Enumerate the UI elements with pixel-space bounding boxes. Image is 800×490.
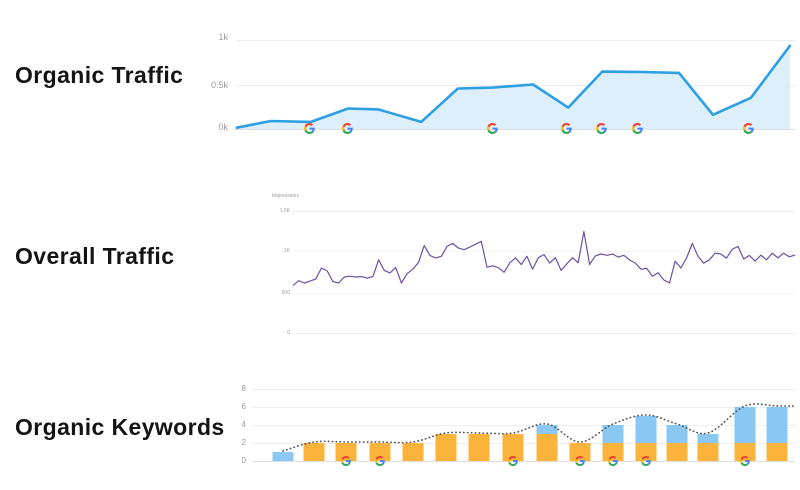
y-axis-tick: 1k bbox=[218, 32, 228, 42]
gridline bbox=[237, 40, 795, 41]
section-title-organic-keywords: Organic Keywords bbox=[15, 414, 225, 440]
keyword-bar-yellow bbox=[502, 434, 524, 461]
keyword-bars bbox=[272, 407, 788, 461]
y-axis-tick: 0.5k bbox=[210, 80, 228, 90]
axis-label-impressions: Impressions bbox=[272, 193, 299, 199]
organic-keywords-chart bbox=[272, 403, 794, 461]
keyword-bar-blue bbox=[635, 416, 657, 443]
keyword-bar-yellow bbox=[369, 443, 391, 461]
gridline bbox=[292, 251, 795, 252]
keyword-bar-yellow bbox=[569, 443, 591, 461]
google-icon bbox=[632, 123, 643, 134]
y-axis-tick: 500 bbox=[281, 290, 290, 296]
keyword-bar-yellow bbox=[468, 434, 490, 461]
keyword-bar-yellow bbox=[635, 443, 657, 461]
keyword-bar-yellow bbox=[734, 443, 756, 461]
y-axis-tick: 1K bbox=[283, 248, 290, 254]
gridline bbox=[292, 211, 795, 212]
y-axis-tick: 0k bbox=[218, 122, 228, 132]
google-icon bbox=[342, 123, 353, 134]
gridline bbox=[252, 425, 795, 426]
x-axis-baseline bbox=[292, 333, 795, 334]
google-icon bbox=[508, 456, 518, 466]
google-icon bbox=[341, 456, 351, 466]
section-title-organic-traffic: Organic Traffic bbox=[15, 62, 184, 88]
y-axis-tick: 6 bbox=[241, 402, 246, 411]
keyword-bar-yellow bbox=[402, 443, 424, 461]
google-icon bbox=[304, 123, 315, 134]
gridline bbox=[252, 407, 795, 408]
y-axis-tick: 2 bbox=[241, 438, 246, 447]
keyword-bar-yellow bbox=[697, 443, 719, 461]
keyword-bar-yellow bbox=[766, 443, 788, 461]
keyword-bar-blue bbox=[734, 407, 756, 443]
y-axis-tick: 8 bbox=[241, 384, 246, 393]
overall-traffic-line bbox=[292, 230, 796, 287]
google-icon bbox=[575, 456, 585, 466]
y-axis-tick: 4 bbox=[241, 420, 246, 429]
keyword-bar-blue bbox=[602, 425, 624, 443]
google-icon bbox=[375, 456, 385, 466]
x-axis-baseline bbox=[252, 461, 795, 462]
overall-traffic-chart bbox=[292, 230, 796, 287]
google-icon bbox=[561, 123, 572, 134]
gridline bbox=[252, 389, 795, 390]
keyword-bar-yellow bbox=[666, 443, 688, 461]
keyword-bar-yellow bbox=[335, 443, 357, 461]
keyword-bar-blue bbox=[697, 434, 719, 443]
keyword-trend-dotted-line bbox=[282, 403, 794, 452]
keyword-bar-yellow bbox=[536, 434, 558, 461]
keyword-bar-yellow bbox=[602, 443, 624, 461]
organic-traffic-area bbox=[236, 45, 790, 129]
y-axis-tick: 1.5K bbox=[279, 208, 290, 214]
google-icon bbox=[641, 456, 651, 466]
keyword-bar-blue bbox=[666, 425, 688, 443]
section-title-overall-traffic: Overall Traffic bbox=[15, 243, 175, 269]
keyword-bar-yellow bbox=[435, 434, 457, 461]
x-axis-baseline bbox=[233, 129, 795, 130]
organic-traffic-chart bbox=[235, 44, 792, 129]
keyword-bar-blue bbox=[766, 407, 788, 443]
y-axis-tick: 0 bbox=[287, 330, 290, 336]
google-icon bbox=[596, 123, 607, 134]
keyword-bar-blue bbox=[536, 425, 558, 434]
google-icon bbox=[487, 123, 498, 134]
google-icon bbox=[608, 456, 618, 466]
y-axis-tick: 0 bbox=[241, 456, 246, 465]
keyword-bar-yellow bbox=[303, 443, 325, 461]
organic-traffic-line bbox=[235, 44, 792, 129]
google-icon bbox=[743, 123, 754, 134]
google-icon bbox=[740, 456, 750, 466]
keyword-bar-blue bbox=[272, 452, 294, 461]
gridline bbox=[292, 293, 795, 294]
